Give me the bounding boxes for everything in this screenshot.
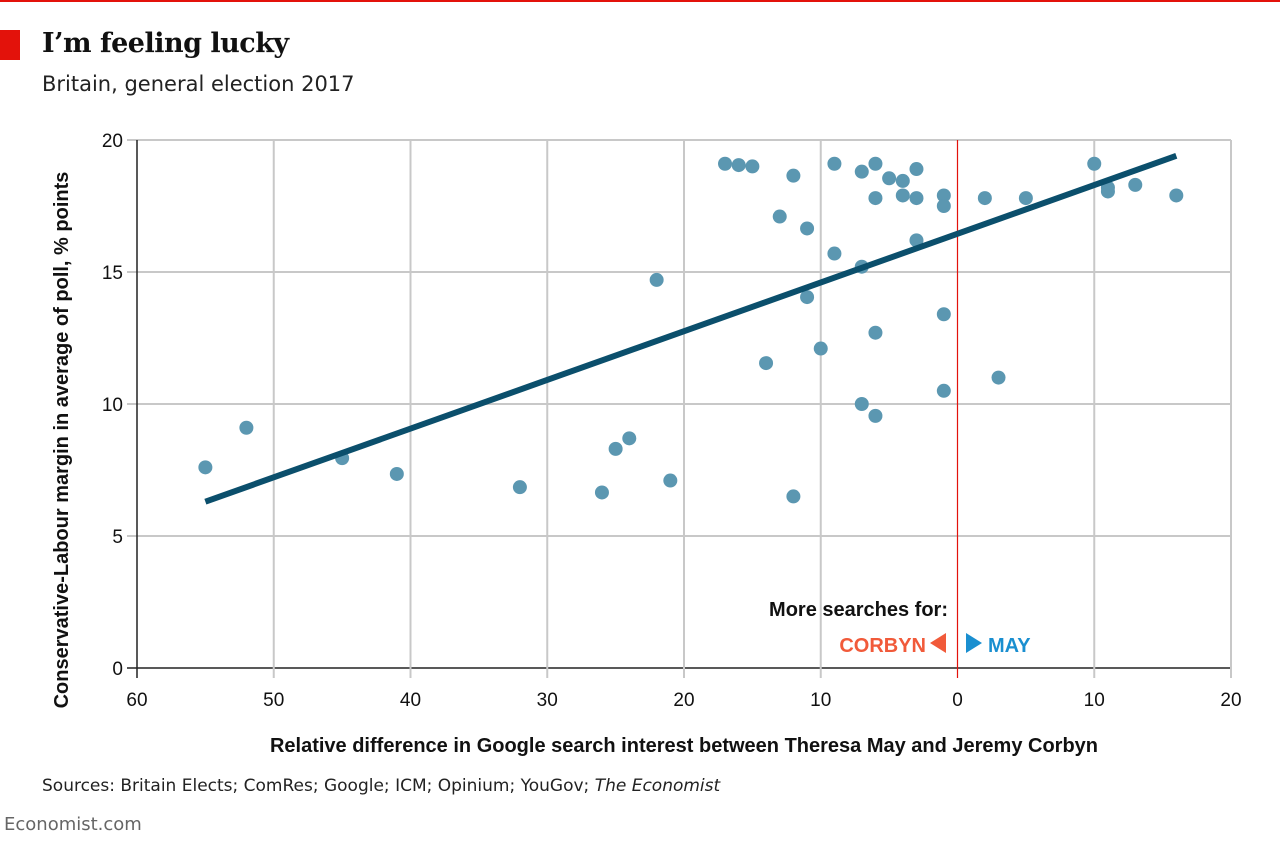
right-arrow-icon — [966, 633, 982, 653]
x-tick-label: 60 — [126, 690, 147, 711]
data-point — [895, 173, 910, 188]
data-point — [663, 473, 678, 488]
x-tick-label: 20 — [673, 690, 694, 711]
data-point — [868, 408, 883, 423]
data-point — [827, 246, 842, 261]
data-point — [608, 441, 623, 456]
annotation-corbyn: CORBYN — [839, 635, 926, 657]
data-point — [800, 290, 815, 305]
data-point — [718, 156, 733, 171]
annotation-may: MAY — [988, 635, 1031, 657]
data-point — [1087, 156, 1102, 171]
source-italic: The Economist — [594, 776, 721, 796]
data-point — [389, 466, 404, 481]
data-point — [909, 233, 924, 248]
data-point — [1100, 184, 1115, 199]
brand-footer: Economist.com — [4, 814, 142, 835]
data-point — [827, 156, 842, 171]
y-tick-label: 15 — [102, 263, 123, 284]
data-point — [868, 325, 883, 340]
data-point — [759, 356, 774, 371]
x-axis-label: Relative difference in Google search int… — [270, 735, 1098, 757]
data-point — [936, 199, 951, 213]
top-rule — [0, 0, 1280, 2]
y-axis-label: Conservative-Labour margin in average of… — [51, 172, 73, 709]
data-point — [731, 158, 746, 173]
x-tick-label: 50 — [263, 690, 284, 711]
data-point — [800, 221, 815, 236]
data-point — [198, 460, 213, 475]
data-point — [786, 489, 801, 504]
x-tick-label: 20 — [1220, 690, 1241, 711]
data-point — [991, 370, 1006, 385]
data-point — [813, 341, 828, 356]
source-text: Sources: Britain Elects; ComRes; Google;… — [42, 776, 595, 796]
x-tick-label: 0 — [952, 690, 963, 711]
data-point — [239, 420, 254, 435]
y-tick-label: 10 — [102, 395, 123, 416]
left-arrow-icon — [930, 633, 946, 653]
x-tick-label: 10 — [810, 690, 831, 711]
data-point — [1128, 177, 1143, 192]
source-note: Sources: Britain Elects; ComRes; Google;… — [42, 776, 720, 796]
data-point — [786, 168, 801, 183]
y-tick-label: 20 — [102, 131, 123, 152]
brand-red-tab — [0, 30, 20, 60]
data-point — [909, 162, 924, 177]
data-point — [868, 156, 883, 171]
data-point — [936, 383, 951, 398]
data-point — [622, 431, 637, 446]
data-point — [868, 191, 883, 206]
x-tick-label: 30 — [537, 690, 558, 711]
data-point — [895, 188, 910, 203]
data-point — [854, 164, 869, 179]
data-point — [936, 188, 951, 203]
y-tick-label: 5 — [112, 527, 123, 548]
chart-subtitle: Britain, general election 2017 — [42, 72, 355, 96]
x-tick-label: 40 — [400, 690, 421, 711]
data-point — [649, 272, 664, 287]
annotation-heading: More searches for: — [769, 599, 948, 621]
data-point — [1169, 188, 1184, 203]
data-point — [854, 397, 869, 411]
data-point — [977, 191, 992, 206]
y-tick-label: 0 — [112, 659, 123, 680]
data-point — [745, 159, 760, 174]
data-point — [1018, 191, 1033, 206]
data-point — [909, 191, 924, 206]
data-point — [512, 480, 527, 495]
chart-title: I’m feeling lucky — [42, 28, 289, 59]
data-point — [882, 171, 897, 186]
trend-line — [204, 153, 1178, 505]
data-point — [936, 307, 951, 322]
data-point — [772, 209, 787, 224]
data-point — [594, 485, 609, 500]
x-tick-label: 10 — [1084, 690, 1105, 711]
